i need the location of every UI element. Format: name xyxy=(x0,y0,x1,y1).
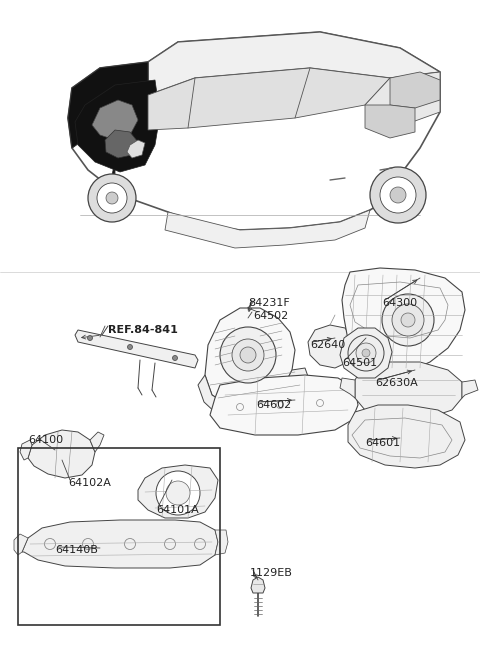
Text: 64100: 64100 xyxy=(28,435,63,445)
Circle shape xyxy=(401,313,415,327)
Polygon shape xyxy=(165,210,370,248)
Polygon shape xyxy=(20,440,32,460)
Text: 64602: 64602 xyxy=(256,400,291,410)
Polygon shape xyxy=(68,62,148,195)
Circle shape xyxy=(97,183,127,213)
Text: 62640: 62640 xyxy=(310,340,345,350)
Text: REF.84-841: REF.84-841 xyxy=(108,325,178,335)
Circle shape xyxy=(392,304,424,336)
Polygon shape xyxy=(105,130,138,158)
Circle shape xyxy=(382,294,434,346)
Text: 64101A: 64101A xyxy=(156,505,199,515)
Text: 64140B: 64140B xyxy=(55,545,98,555)
Text: 64502: 64502 xyxy=(253,311,288,321)
Polygon shape xyxy=(90,432,104,452)
Circle shape xyxy=(220,327,276,383)
Polygon shape xyxy=(365,105,415,138)
Circle shape xyxy=(380,177,416,213)
Polygon shape xyxy=(340,328,392,378)
Polygon shape xyxy=(390,72,440,108)
Circle shape xyxy=(232,339,264,371)
Polygon shape xyxy=(148,68,390,130)
Polygon shape xyxy=(138,465,218,518)
Polygon shape xyxy=(92,100,138,140)
Bar xyxy=(18,448,220,625)
Circle shape xyxy=(106,192,118,204)
Text: 84231F: 84231F xyxy=(248,298,290,308)
Circle shape xyxy=(362,349,370,357)
Polygon shape xyxy=(308,325,355,368)
Circle shape xyxy=(87,335,93,341)
Circle shape xyxy=(370,167,426,223)
Text: 64601: 64601 xyxy=(365,438,400,448)
Polygon shape xyxy=(210,375,358,435)
Polygon shape xyxy=(251,577,265,593)
Circle shape xyxy=(128,345,132,350)
Polygon shape xyxy=(22,520,218,568)
Text: 64102A: 64102A xyxy=(68,478,111,488)
Polygon shape xyxy=(68,32,440,230)
Polygon shape xyxy=(14,534,28,555)
Polygon shape xyxy=(355,362,462,418)
Text: 62630A: 62630A xyxy=(375,378,418,388)
Circle shape xyxy=(166,481,190,505)
Circle shape xyxy=(172,356,178,360)
Polygon shape xyxy=(205,308,295,408)
Circle shape xyxy=(240,347,256,363)
Circle shape xyxy=(356,343,376,363)
Polygon shape xyxy=(198,368,310,420)
Polygon shape xyxy=(148,32,440,95)
Polygon shape xyxy=(215,530,228,555)
Polygon shape xyxy=(75,330,198,368)
Circle shape xyxy=(156,471,200,515)
Polygon shape xyxy=(348,405,465,468)
Polygon shape xyxy=(28,430,95,478)
Polygon shape xyxy=(68,62,148,148)
Circle shape xyxy=(390,187,406,203)
Polygon shape xyxy=(75,80,160,172)
Text: 64501: 64501 xyxy=(342,358,377,368)
Text: 64300: 64300 xyxy=(382,298,417,308)
Circle shape xyxy=(88,174,136,222)
Polygon shape xyxy=(462,380,478,398)
Text: 1129EB: 1129EB xyxy=(250,568,293,578)
Polygon shape xyxy=(365,72,440,130)
Polygon shape xyxy=(340,378,355,398)
Circle shape xyxy=(348,335,384,371)
Polygon shape xyxy=(127,140,145,158)
Polygon shape xyxy=(342,268,465,372)
